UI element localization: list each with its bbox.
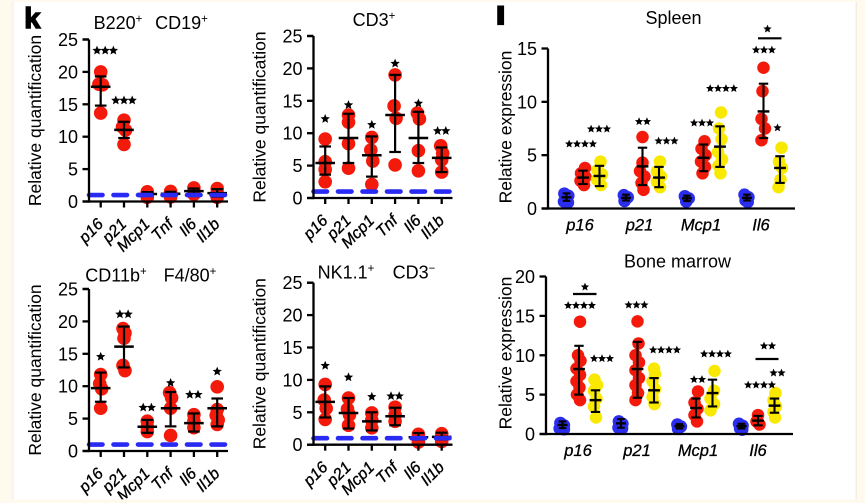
svg-text:CD19+: CD19+ — [155, 13, 208, 33]
svg-text:10: 10 — [282, 370, 302, 390]
svg-text:CD11b+: CD11b+ — [85, 266, 147, 286]
svg-text:p21: p21 — [622, 442, 651, 460]
svg-text:15: 15 — [58, 344, 78, 364]
svg-text:25: 25 — [282, 27, 302, 47]
svg-text:15: 15 — [517, 39, 537, 59]
svg-text:5: 5 — [525, 385, 535, 405]
svg-text:Relative quantification: Relative quantification — [250, 31, 270, 202]
svg-text:15: 15 — [282, 338, 302, 358]
svg-text:B220+: B220+ — [94, 13, 143, 33]
svg-text:0: 0 — [68, 192, 78, 212]
svg-text:Bone marrow: Bone marrow — [624, 252, 732, 272]
svg-text:25: 25 — [58, 30, 78, 50]
svg-text:5: 5 — [292, 156, 302, 176]
svg-text:CD3−: CD3− — [393, 262, 436, 282]
svg-text:5: 5 — [68, 409, 78, 429]
svg-text:0: 0 — [525, 425, 535, 445]
svg-text:25: 25 — [282, 273, 302, 293]
svg-text:5: 5 — [527, 146, 537, 166]
svg-text:F4/80+: F4/80+ — [164, 266, 217, 286]
svg-text:5: 5 — [292, 403, 302, 423]
svg-text:0: 0 — [292, 435, 302, 455]
svg-text:p16: p16 — [563, 442, 592, 460]
svg-text:10: 10 — [517, 92, 537, 112]
svg-text:NK1.1+: NK1.1+ — [318, 262, 375, 282]
svg-text:Spleen: Spleen — [645, 8, 701, 28]
svg-text:20: 20 — [515, 267, 535, 287]
svg-text:k: k — [24, 3, 41, 35]
svg-text:Mcp1: Mcp1 — [681, 217, 721, 235]
svg-text:15: 15 — [58, 95, 78, 115]
svg-text:15: 15 — [282, 91, 302, 111]
svg-text:CD3+: CD3+ — [353, 10, 396, 30]
svg-text:15: 15 — [515, 306, 535, 326]
svg-text:0: 0 — [292, 189, 302, 209]
svg-text:20: 20 — [58, 62, 78, 82]
svg-text:0: 0 — [68, 442, 78, 462]
svg-text:0: 0 — [527, 199, 537, 219]
svg-text:10: 10 — [58, 377, 78, 397]
svg-text:20: 20 — [58, 312, 78, 332]
svg-text:Relative expression: Relative expression — [496, 277, 516, 430]
svg-text:20: 20 — [282, 306, 302, 326]
svg-text:Mcp1: Mcp1 — [678, 442, 718, 460]
svg-text:25: 25 — [58, 280, 78, 300]
svg-text:p16: p16 — [565, 217, 594, 235]
svg-text:p21: p21 — [625, 217, 654, 235]
svg-text:10: 10 — [515, 346, 535, 366]
svg-text:Il6: Il6 — [752, 217, 770, 235]
svg-text:Relative quantification: Relative quantification — [25, 284, 45, 455]
svg-text:10: 10 — [282, 124, 302, 144]
svg-text:20: 20 — [282, 59, 302, 79]
svg-text:5: 5 — [68, 160, 78, 180]
svg-text:Il6: Il6 — [749, 442, 767, 460]
svg-text:10: 10 — [58, 127, 78, 147]
svg-text:Relative quantification: Relative quantification — [250, 278, 270, 449]
svg-text:Relative quantification: Relative quantification — [25, 35, 45, 206]
svg-text:Relative expression: Relative expression — [496, 51, 516, 204]
